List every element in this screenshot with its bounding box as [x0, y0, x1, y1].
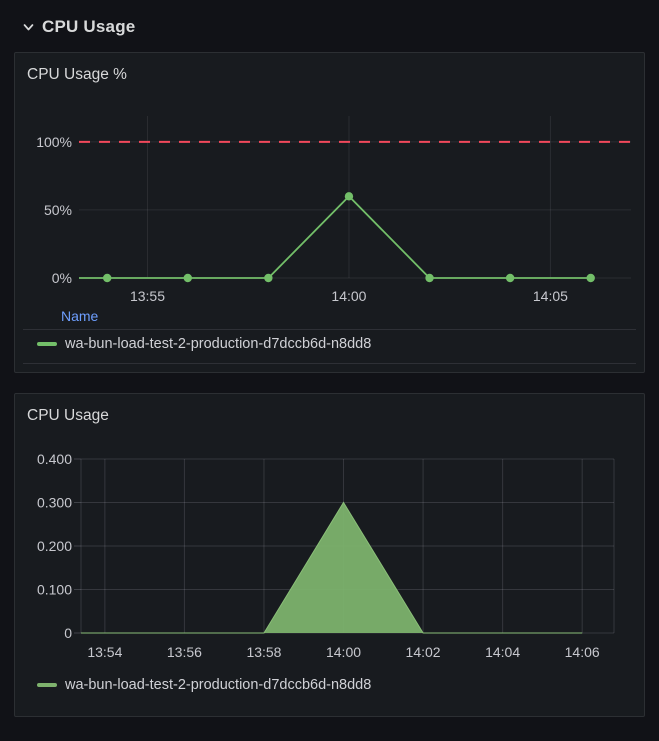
legend-divider: [23, 329, 636, 330]
x-tick-label: 13:56: [167, 644, 202, 660]
y-tick-label: 0%: [52, 270, 72, 286]
series-label: wa-bun-load-test-2-production-d7dccb6d-n…: [65, 336, 372, 352]
cpu-usage-chart[interactable]: 0 0.100 0.200 0.300 0.400 13:54 13:56 13:58 14:0…: [15, 439, 644, 667]
y-tick-label: 0.200: [37, 538, 72, 554]
panel-cpu-usage-percent: CPU Usage % 0% 50% 100% 13:55 14:00 14:05 Nam…: [14, 52, 645, 373]
series-point: [344, 192, 354, 201]
series-point: [103, 273, 112, 283]
x-tick-label: 14:05: [533, 288, 568, 304]
legend-column-name[interactable]: Name: [61, 308, 99, 324]
series-color-swatch: [37, 341, 57, 347]
x-tick-label: 14:00: [326, 644, 361, 660]
x-tick-label: 14:04: [485, 644, 520, 660]
x-tick-label: 13:54: [87, 644, 122, 660]
y-tick-label: 0.400: [37, 451, 72, 467]
x-tick-label: 14:02: [406, 644, 441, 660]
panel-title-cpu-usage[interactable]: CPU Usage: [27, 407, 109, 424]
legend-row-series-1[interactable]: wa-bun-load-test-2-production-d7dccb6d-n…: [15, 330, 644, 358]
legend-cpu-usage-percent: Name wa-bun-load-test-2-production-d7dcc…: [15, 308, 644, 364]
row-title: CPU Usage: [42, 17, 136, 36]
y-tick-label: 0.300: [37, 495, 72, 511]
y-tick-label: 50%: [44, 202, 72, 218]
x-tick-label: 14:06: [565, 644, 600, 660]
legend-row-series-1[interactable]: wa-bun-load-test-2-production-d7dccb6d-n…: [15, 671, 644, 699]
legend-divider: [23, 363, 636, 364]
x-tick-label: 13:58: [246, 644, 281, 660]
y-tick-label: 0: [64, 625, 72, 641]
legend-cpu-usage: wa-bun-load-test-2-production-d7dccb6d-n…: [15, 671, 644, 699]
y-tick-label: 0.100: [37, 582, 72, 598]
series-label: wa-bun-load-test-2-production-d7dccb6d-n…: [65, 677, 372, 693]
series-point: [183, 273, 192, 283]
series-point: [425, 273, 434, 283]
series-color-swatch: [37, 682, 57, 688]
series-area: [81, 502, 583, 633]
series-point: [264, 273, 273, 283]
panel-cpu-usage: CPU Usage 0 0.100 0.200 0.300 0.400 13:54 13:5…: [14, 393, 645, 717]
panel-title-cpu-usage-percent[interactable]: CPU Usage %: [27, 66, 127, 83]
series-point: [505, 273, 515, 283]
x-tick-label: 13:55: [130, 288, 165, 304]
chevron-down-icon: [22, 21, 35, 33]
y-tick-label: 100%: [36, 134, 72, 150]
cpu-usage-percent-chart[interactable]: 0% 50% 100% 13:55 14:00 14:05: [15, 91, 644, 305]
series-point: [586, 273, 595, 283]
x-tick-label: 14:00: [331, 288, 366, 304]
row-header-cpu-usage[interactable]: CPU Usage: [14, 12, 135, 42]
series-line: [79, 195, 591, 279]
series-line: [81, 501, 583, 634]
